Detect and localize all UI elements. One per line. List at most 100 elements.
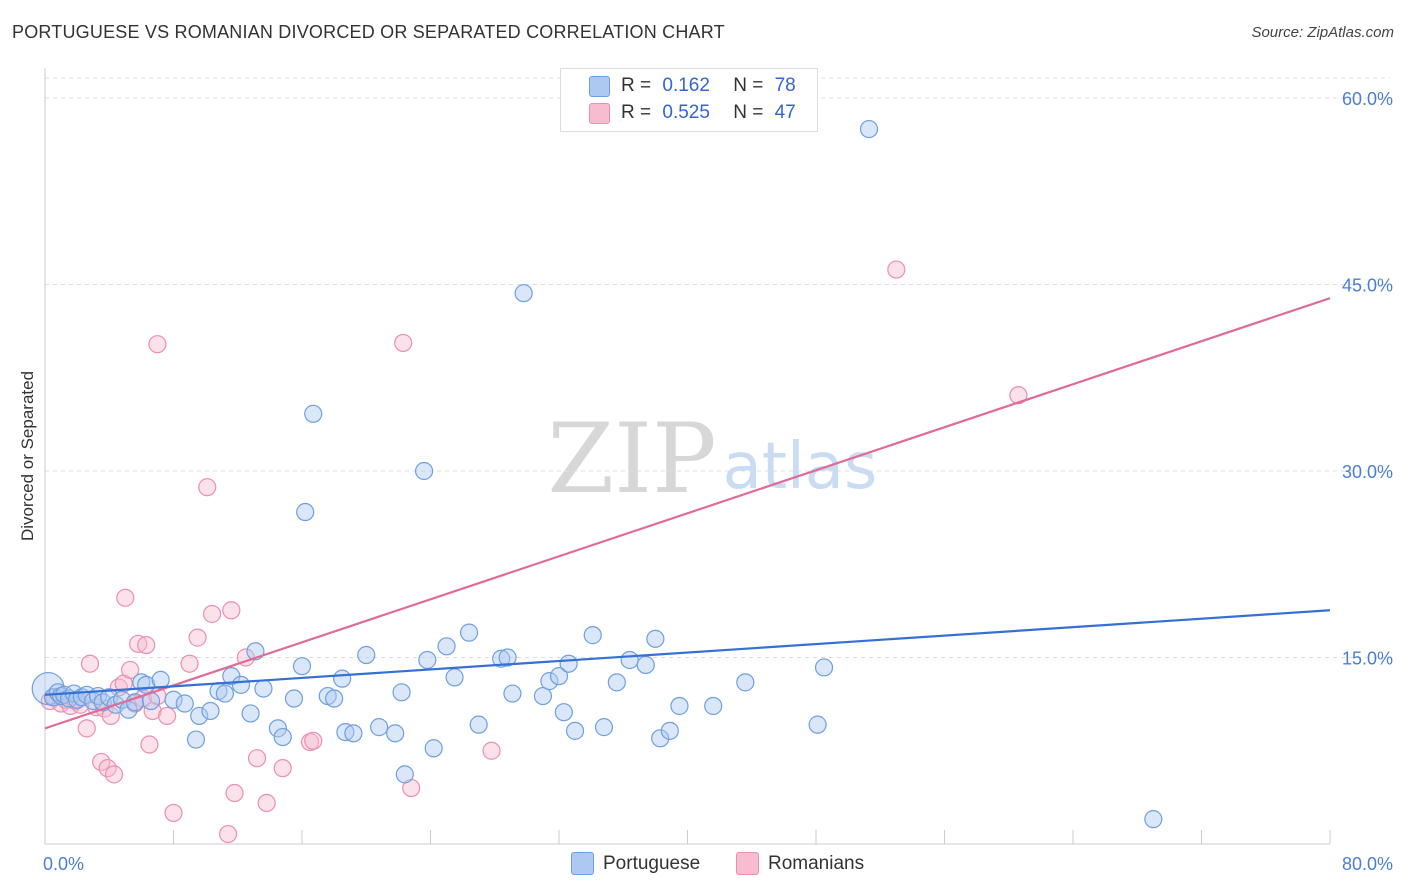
romanians-r-label: R = — [621, 102, 652, 123]
portuguese-point — [68, 690, 87, 709]
portuguese-swatch — [589, 75, 610, 97]
portuguese-point — [607, 673, 626, 692]
portuguese-r-value: 0.162 — [662, 75, 710, 96]
portuguese-point — [559, 654, 578, 673]
romanians-point — [247, 749, 267, 768]
portuguese-point — [418, 650, 437, 670]
romanians-point — [116, 588, 135, 607]
romanians-point — [198, 478, 217, 497]
y-tick-label: 45.0% — [1342, 276, 1393, 296]
portuguese-point — [549, 667, 569, 686]
axes — [44, 68, 1331, 845]
romanians-point — [148, 335, 167, 354]
portuguese-point — [808, 715, 827, 734]
chart-title: PORTUGUESE VS ROMANIAN DIVORCED OR SEPAR… — [12, 22, 725, 42]
romanians-point — [273, 759, 292, 778]
portuguese-point — [620, 650, 639, 670]
portuguese-point — [469, 715, 488, 734]
portuguese-point — [583, 626, 602, 645]
watermark-zip: ZIP — [547, 403, 716, 515]
portuguese-point — [386, 724, 405, 743]
portuguese-point — [254, 679, 273, 698]
trend-lines — [44, 297, 1331, 730]
romanians-swatch — [589, 102, 610, 124]
romanians-point — [222, 601, 241, 620]
portuguese-point — [651, 729, 670, 748]
romanians-point — [219, 824, 238, 844]
legend-label-romanians: Romanians — [768, 852, 865, 874]
portuguese-point — [445, 668, 464, 687]
portuguese-point — [231, 675, 251, 694]
portuguese-point — [190, 706, 209, 726]
romanians-points — [40, 260, 1028, 844]
portuguese-point — [395, 765, 414, 784]
watermark: ZIP atlas — [547, 403, 877, 515]
romanians-r-value: 0.525 — [662, 102, 710, 123]
portuguese-point — [859, 119, 879, 139]
series-legend: Portuguese Romanians — [0, 852, 1406, 876]
romanians-point — [104, 765, 124, 784]
portuguese-point — [704, 696, 723, 716]
portuguese-point — [175, 694, 194, 713]
portuguese-point — [164, 690, 183, 709]
romanians-point — [180, 654, 199, 673]
legend-swatch-portuguese — [571, 852, 594, 875]
portuguese-point — [392, 683, 411, 702]
portuguese-trend-line — [44, 609, 1331, 696]
tick-labels: 15.0% 30.0% 45.0% 60.0% 0.0% 80.0% — [43, 89, 1393, 874]
romanians-point — [164, 803, 183, 823]
portuguese-point — [151, 670, 170, 689]
portuguese-point — [333, 669, 352, 688]
portuguese-point — [540, 672, 559, 691]
portuguese-point — [565, 721, 585, 740]
portuguese-point — [554, 703, 573, 722]
portuguese-point — [492, 649, 511, 668]
portuguese-point — [503, 684, 522, 703]
portuguese-point — [292, 657, 312, 676]
romanians-point — [394, 333, 413, 353]
x-tick-label-end: 80.0% — [1342, 854, 1393, 874]
portuguese-point — [636, 655, 655, 675]
romanians-point — [304, 731, 323, 750]
portuguese-point — [670, 696, 689, 716]
portuguese-point — [370, 718, 389, 737]
portuguese-point — [459, 623, 479, 642]
portuguese-point — [325, 689, 344, 708]
romanians-point — [121, 660, 140, 680]
romanians-point — [77, 719, 96, 738]
portuguese-point — [186, 730, 206, 749]
portuguese-point — [357, 645, 376, 665]
x-tick-label-start: 0.0% — [43, 854, 84, 874]
portuguese-point — [268, 719, 288, 738]
watermark-atlas: atlas — [723, 430, 878, 504]
portuguese-point — [437, 637, 456, 656]
legend-item-romanians: Romanians — [736, 852, 864, 875]
portuguese-point — [514, 284, 533, 303]
portuguese-point — [646, 629, 665, 648]
romanians-point — [482, 741, 501, 760]
romanians-point — [202, 604, 222, 624]
portuguese-point — [296, 502, 315, 522]
romanians-n-value: 47 — [774, 102, 796, 123]
portuguese-n-value: 78 — [774, 75, 796, 96]
romanians-point — [188, 628, 207, 647]
portuguese-point — [201, 701, 220, 721]
legend-item-portuguese: Portuguese — [571, 852, 700, 875]
romanians-n-label: N = — [733, 102, 764, 123]
romanians-point — [80, 654, 100, 673]
gridlines — [45, 77, 1390, 658]
portuguese-point — [1144, 810, 1163, 829]
y-tick-label: 30.0% — [1342, 462, 1393, 482]
portuguese-point — [814, 658, 834, 677]
portuguese-point — [215, 684, 234, 703]
romanians-point — [887, 260, 906, 279]
portuguese-point — [414, 461, 434, 481]
y-tick-label: 60.0% — [1342, 89, 1393, 109]
portuguese-point — [594, 718, 614, 737]
portuguese-point — [132, 673, 151, 692]
legend-swatch-romanians — [736, 852, 759, 875]
romanians-point — [140, 735, 159, 754]
portuguese-point — [498, 648, 517, 667]
portuguese-r-label: R = — [621, 75, 652, 96]
